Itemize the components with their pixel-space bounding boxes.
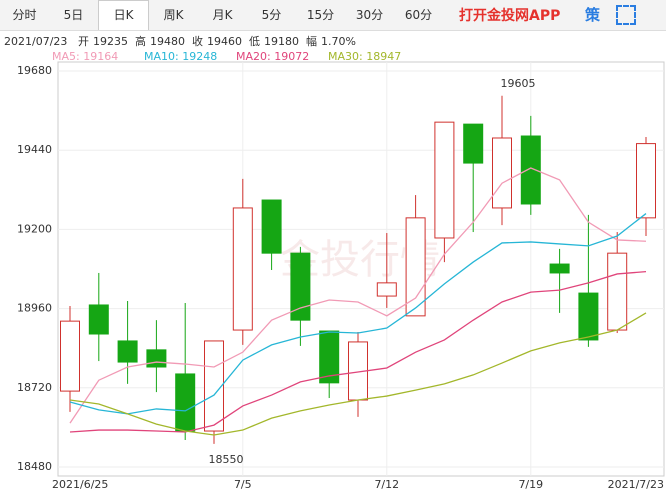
- fullscreen-icon[interactable]: [616, 5, 636, 25]
- quote-value: 19480: [150, 35, 185, 48]
- plot-frame: [57, 61, 665, 477]
- candle-body: [607, 252, 628, 331]
- y-tick-label: 19440: [17, 143, 52, 156]
- candle-body: [319, 330, 340, 384]
- quote-label: 高: [135, 34, 146, 48]
- quote-value: 19235: [93, 35, 128, 48]
- quote-label: 低: [249, 35, 260, 48]
- candle-body: [376, 282, 397, 297]
- quote-date: 2021/07/23: [4, 35, 67, 48]
- candle-body: [520, 135, 541, 205]
- tab[interactable]: 5日: [63, 8, 84, 22]
- candle-body: [175, 373, 196, 432]
- candle-body: [88, 304, 109, 335]
- ma-line: [69, 167, 647, 424]
- tab[interactable]: 5分: [261, 8, 282, 22]
- tab[interactable]: 30分: [355, 8, 384, 22]
- tab-bar: 分时 5日 日K 周K 月K 5分 15分 30分 60分: [0, 0, 666, 31]
- quote-label: 开: [78, 35, 89, 48]
- candle-body: [232, 207, 253, 331]
- min-label: 18550: [209, 453, 244, 466]
- app-link[interactable]: 打开金投网APP: [459, 8, 561, 24]
- tab[interactable]: 月K: [212, 8, 233, 22]
- x-tick-label: 2021/6/25: [52, 478, 108, 491]
- candle-body: [549, 263, 570, 274]
- y-tick-label: 18480: [17, 460, 52, 473]
- legend-entry: MA10: 19248: [144, 50, 217, 63]
- x-tick-label: 2021/7/23: [608, 478, 664, 491]
- tab[interactable]: 周K: [163, 8, 184, 22]
- ma-line: [69, 213, 647, 415]
- legend-entry: MA20: 19072: [236, 50, 309, 63]
- tab[interactable]: 日K: [98, 0, 149, 30]
- candle-body: [60, 320, 80, 392]
- candle-body: [290, 252, 311, 321]
- max-label: 19605: [501, 77, 536, 90]
- quote-value: 19180: [264, 35, 299, 48]
- candle-body: [146, 349, 167, 368]
- candle-body: [405, 217, 426, 317]
- y-tick-label: 19200: [17, 222, 52, 235]
- legend-entry: MA30: 18947: [328, 50, 401, 63]
- quote-value: 19460: [207, 35, 242, 48]
- candle-body: [492, 137, 512, 209]
- quote-label: 幅: [306, 35, 317, 48]
- candle-body: [117, 340, 138, 363]
- x-tick-label: 7/5: [234, 478, 252, 491]
- legend-entry: MA5: 19164: [52, 50, 118, 63]
- y-tick-label: 19680: [17, 64, 52, 77]
- x-tick-label: 7/19: [518, 478, 543, 491]
- candle-body: [434, 121, 455, 239]
- strategy-icon[interactable]: 策: [585, 6, 601, 24]
- candle-body: [578, 292, 599, 341]
- candle-body: [261, 199, 282, 254]
- quote-label: 收: [192, 34, 203, 48]
- tab[interactable]: 分时: [12, 8, 37, 22]
- candle-body: [204, 340, 224, 432]
- tab[interactable]: 15分: [306, 8, 335, 22]
- candle-body: [463, 123, 484, 164]
- candle-body: [636, 143, 656, 219]
- ma-line: [69, 270, 647, 433]
- y-tick-label: 18720: [17, 381, 52, 394]
- y-tick-label: 18960: [17, 302, 52, 315]
- quote-value: 1.70%: [321, 35, 356, 48]
- ma-line: [69, 312, 647, 436]
- tab[interactable]: 60分: [404, 8, 433, 22]
- x-tick-label: 7/12: [374, 478, 399, 491]
